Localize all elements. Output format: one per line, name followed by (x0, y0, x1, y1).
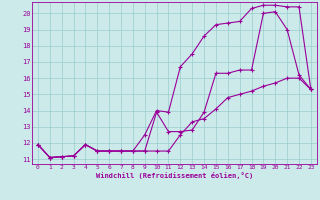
X-axis label: Windchill (Refroidissement éolien,°C): Windchill (Refroidissement éolien,°C) (96, 172, 253, 179)
